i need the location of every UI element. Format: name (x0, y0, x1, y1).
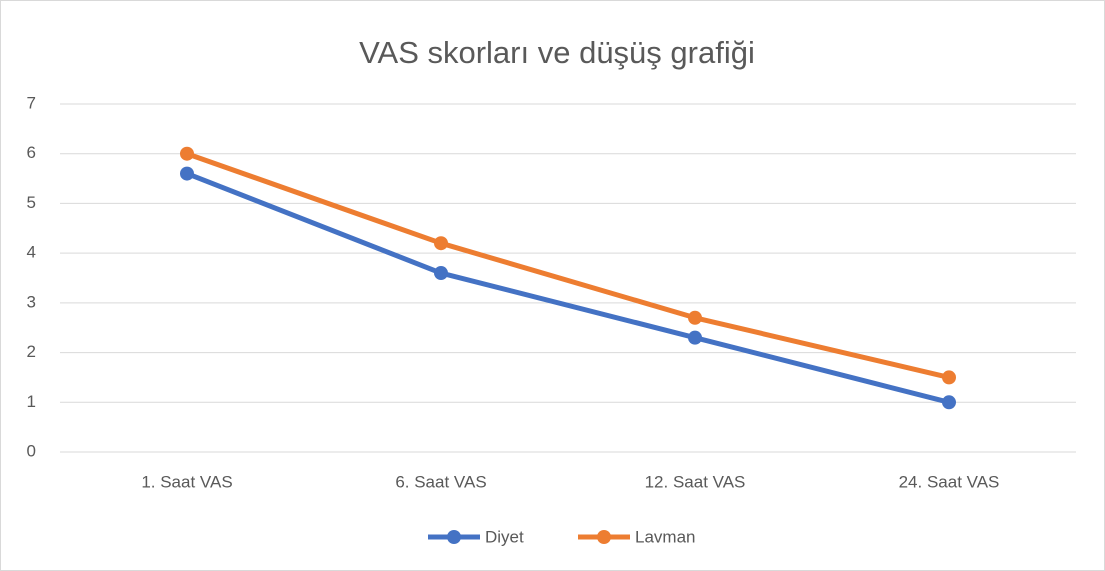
x-tick-label: 1. Saat VAS (141, 472, 232, 491)
data-point (180, 146, 194, 161)
series-line (186, 151, 950, 380)
series-line (186, 171, 950, 405)
y-tick-label: 5 (27, 193, 36, 212)
y-tick-label: 3 (27, 292, 36, 311)
y-tick-label: 2 (27, 342, 36, 361)
chart-title: VAS skorları ve düşüş grafiği (359, 35, 755, 70)
data-point (688, 310, 702, 325)
y-tick-label: 1 (27, 392, 36, 411)
legend-label: Diyet (485, 527, 524, 546)
data-point (434, 266, 448, 281)
y-tick-label: 6 (27, 143, 36, 162)
data-point (942, 395, 956, 410)
data-point (688, 330, 702, 345)
legend-marker (597, 530, 611, 544)
x-tick-label: 24. Saat VAS (899, 472, 1000, 491)
y-tick-label: 0 (27, 441, 36, 460)
y-tick-label: 7 (27, 93, 36, 112)
x-tick-label: 12. Saat VAS (645, 472, 746, 491)
data-point (434, 236, 448, 251)
y-tick-label: 4 (27, 243, 36, 262)
legend-label: Lavman (635, 527, 695, 546)
legend-marker (447, 530, 461, 544)
data-point (942, 370, 956, 385)
x-tick-label: 6. Saat VAS (395, 472, 486, 491)
data-point (180, 166, 194, 181)
